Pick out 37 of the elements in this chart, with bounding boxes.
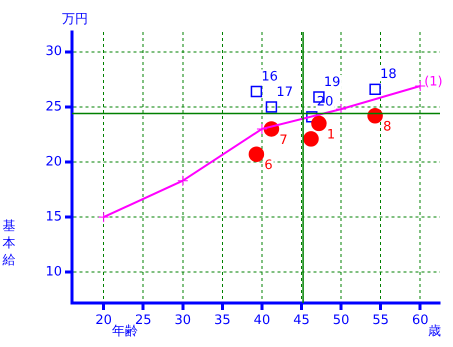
annotation: 8	[383, 120, 392, 135]
annotation: 6	[264, 158, 273, 174]
point	[177, 175, 188, 186]
point	[369, 84, 381, 95]
point	[248, 146, 264, 162]
annotation: 16	[261, 69, 278, 84]
point	[266, 101, 278, 113]
text: 万円	[62, 11, 88, 28]
point	[256, 123, 268, 134]
point	[311, 116, 327, 132]
series-label: (1)	[424, 74, 443, 90]
y-axis-title: 基本給	[2, 218, 16, 269]
point	[250, 86, 262, 98]
x-tick-label: 20	[95, 313, 112, 328]
annotation: 1	[326, 127, 336, 142]
x-tick-label: 30	[174, 313, 192, 328]
y-tick-label: 20	[45, 154, 62, 170]
x-tick-label: 60	[412, 313, 428, 328]
x-tick-label: 50	[332, 313, 350, 328]
annotation: 17	[276, 84, 293, 100]
x-tick-label: 45	[293, 313, 310, 328]
annotation: 20	[316, 94, 334, 110]
point	[336, 104, 347, 115]
y-tick-label: 10	[45, 264, 62, 280]
text: 歳	[428, 323, 441, 340]
y-tick-label: 15	[45, 209, 62, 224]
annotation: 7	[279, 132, 288, 148]
point	[414, 80, 426, 92]
x-tick-label: 55	[372, 313, 389, 328]
x-tick-label: 35	[214, 313, 231, 328]
x-tick-label: 40	[254, 313, 270, 328]
annotation: 18	[380, 67, 397, 82]
annotation: 19	[324, 74, 340, 90]
point	[98, 212, 110, 223]
y-tick-label: 25	[45, 99, 62, 114]
point	[303, 131, 319, 147]
y-tick-label: 30	[45, 44, 62, 60]
